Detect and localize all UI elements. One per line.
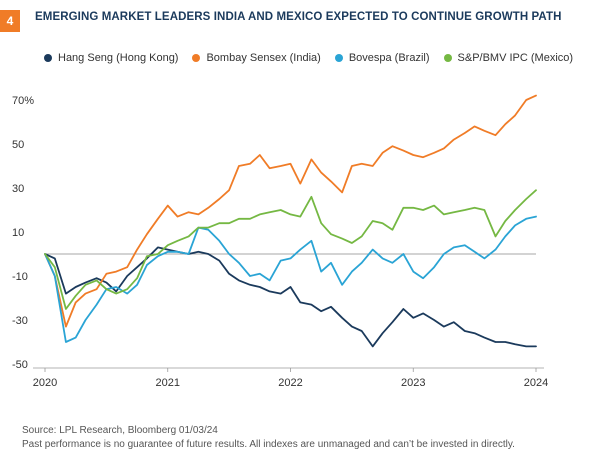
series-line-bombay-sensex	[44, 94, 537, 328]
x-tick-label-2023: 2023	[401, 377, 425, 389]
y-tick-label-30: 30	[12, 183, 24, 195]
legend-item-hang-seng: Hang Seng (Hong Kong)	[44, 52, 178, 64]
x-tick-label-2021: 2021	[156, 377, 180, 389]
legend-item-bombay-sensex: Bombay Sensex (India)	[192, 52, 321, 64]
series-line-sp-bmv-ipc	[44, 189, 537, 310]
source-note: Source: LPL Research, Bloomberg 01/03/24	[22, 425, 218, 436]
series-line-hang-seng	[44, 246, 537, 348]
chart-footer: Source: LPL Research, Bloomberg 01/03/24…	[22, 424, 515, 452]
legend-item-sp-bmv-ipc: S&P/BMV IPC (Mexico)	[443, 52, 574, 64]
section-number-badge: 4	[0, 10, 20, 32]
legend-marker-bovespa	[334, 54, 343, 62]
y-tick-label-neg10: -10	[12, 271, 28, 283]
legend-marker-hang-seng	[44, 54, 52, 62]
legend-item-bovespa: Bovespa (Brazil)	[334, 52, 430, 64]
y-tick-label-neg30: -30	[12, 315, 28, 327]
legend-marker-sp-bmv-ipc	[443, 54, 452, 62]
legend-label-sp-bmv-ipc: S&P/BMV IPC (Mexico)	[457, 52, 574, 64]
legend-label-bombay-sensex: Bombay Sensex (India)	[206, 52, 321, 64]
x-tick-label-2024: 2024	[524, 377, 548, 389]
y-tick-label-50: 50	[12, 139, 24, 151]
y-tick-label-neg50: -50	[12, 359, 28, 371]
legend-label-bovespa: Bovespa (Brazil)	[348, 52, 430, 64]
series-line-bovespa	[44, 215, 537, 343]
y-tick-label-10: 10	[12, 227, 24, 239]
legend-label-hang-seng: Hang Seng (Hong Kong)	[58, 52, 179, 64]
line-chart: 70% 50 30 10 -10 -30 -50 2020 2021 2022 2023 2024	[12, 94, 548, 389]
x-tick-label-2022: 2022	[278, 377, 302, 389]
chart-legend: Hang Seng (Hong Kong) Bombay Sensex (Ind…	[44, 52, 573, 64]
x-tick-label-2020: 2020	[33, 377, 57, 389]
y-tick-label-70: 70%	[12, 95, 34, 107]
legend-marker-bombay-sensex	[192, 54, 201, 62]
chart-title: EMERGING MARKET LEADERS INDIA AND MEXICO…	[35, 11, 562, 23]
disclaimer-note: Past performance is no guarantee of futu…	[22, 439, 515, 450]
